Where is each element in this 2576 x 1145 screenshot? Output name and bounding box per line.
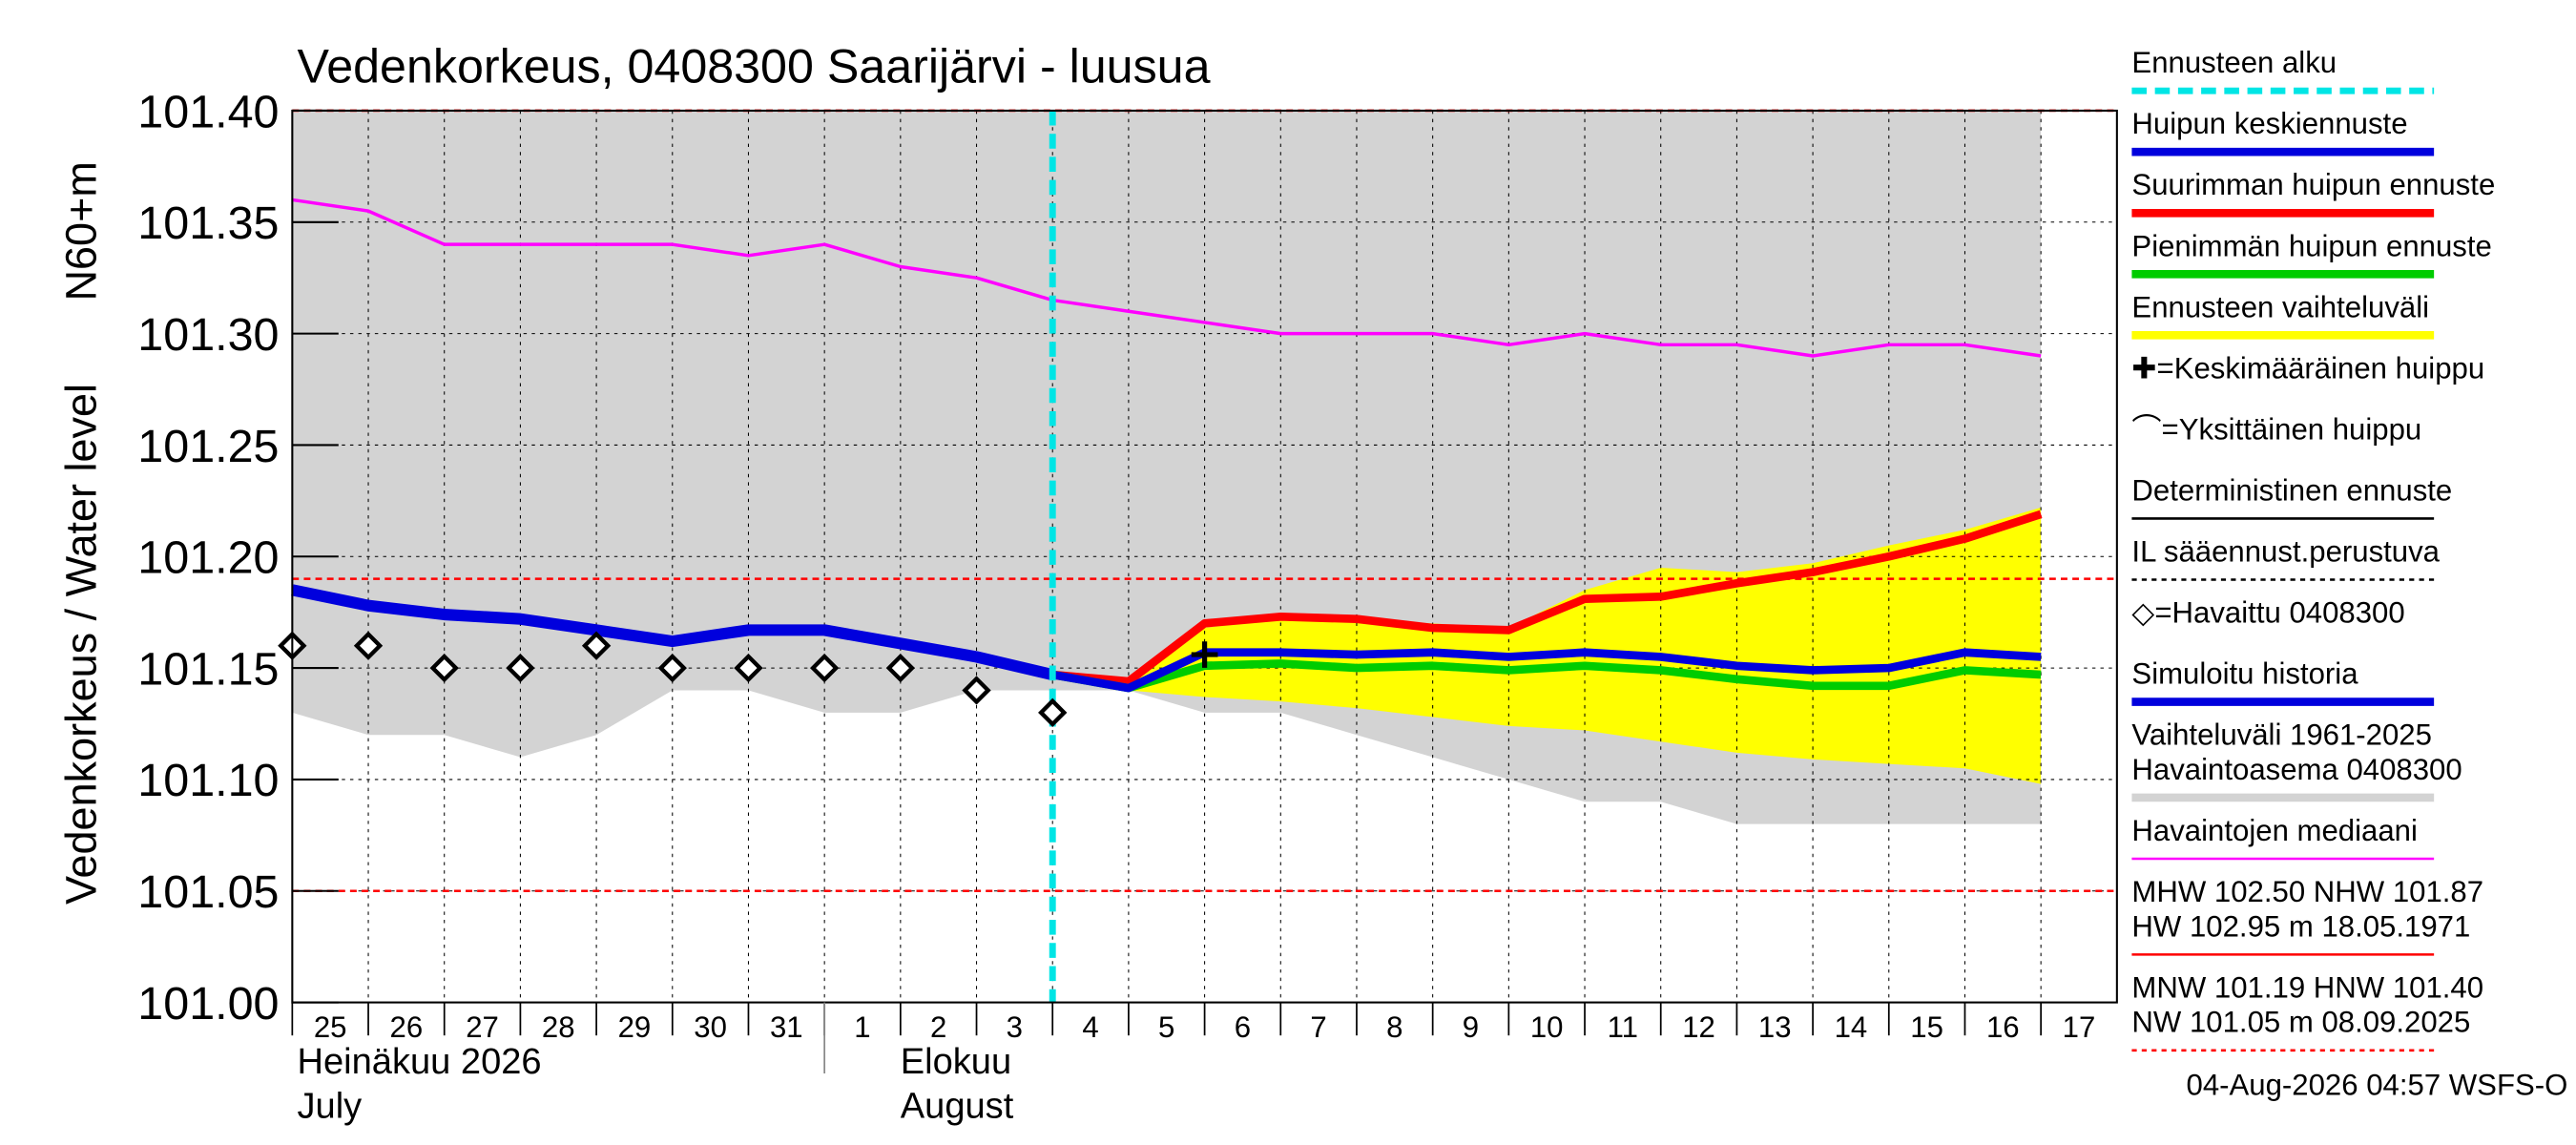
legend-label: Havaintojen mediaani — [2131, 814, 2418, 847]
observed-marker — [734, 653, 763, 683]
y-tick-label: 101.20 — [137, 532, 279, 584]
x-tick-label: 10 — [1530, 1010, 1564, 1044]
observed-marker — [962, 676, 991, 705]
x-tick-label: 11 — [1608, 1010, 1638, 1044]
series-line — [292, 198, 2042, 358]
y-tick-label: 101.00 — [137, 978, 279, 1030]
month-label: Heinäkuu 2026 — [298, 1042, 542, 1082]
y-tick-label: 101.25 — [137, 421, 279, 472]
x-tick-label: 16 — [1986, 1010, 2020, 1044]
x-tick-label: 15 — [1910, 1010, 1943, 1044]
y-axis-label: Vedenkorkeus / Water level — [56, 384, 105, 905]
x-tick-label: 7 — [1310, 1010, 1326, 1044]
y-axis-unit: N60+m — [56, 161, 105, 301]
x-tick-label: 29 — [618, 1010, 652, 1044]
y-tick-label: 101.40 — [137, 86, 279, 137]
month-label: August — [901, 1087, 1014, 1127]
legend-label: Deterministinen ennuste — [2131, 473, 2452, 507]
x-tick-label: 26 — [390, 1010, 424, 1044]
x-tick-label: 2 — [930, 1010, 946, 1044]
observed-marker — [809, 653, 840, 683]
legend-label: Ennusteen alku — [2131, 46, 2337, 79]
legend-label: Vaihteluväli 1961-2025 — [2131, 718, 2432, 752]
observed-marker — [581, 631, 612, 660]
chart-title: Vedenkorkeus, 0408300 Saarijärvi - luusu… — [298, 40, 1211, 94]
observed-marker — [353, 631, 384, 660]
x-tick-label: 14 — [1835, 1010, 1868, 1044]
legend-label: ✚=Keskimääräinen huippu — [2131, 351, 2484, 385]
x-tick-label: 9 — [1463, 1010, 1479, 1044]
y-tick-label: 101.10 — [137, 755, 279, 806]
y-tick-label: 101.35 — [137, 198, 279, 249]
x-tick-label: 8 — [1386, 1010, 1402, 1044]
observed-marker — [657, 653, 687, 683]
series-line — [1051, 510, 2043, 686]
legend-label: ◇=Havaittu 0408300 — [2131, 596, 2404, 630]
legend-label: MNW 101.19 HNW 101.40 — [2131, 970, 2483, 1004]
legend-label: Simuloitu historia — [2131, 657, 2358, 691]
y-tick-label: 101.05 — [137, 866, 279, 918]
footer: 04-Aug-2026 04:57 WSFS-O — [2187, 1069, 2568, 1102]
x-tick-label: 1 — [854, 1010, 870, 1044]
legend-label: NW 101.05 m 08.09.2025 — [2131, 1006, 2470, 1039]
x-tick-label: 6 — [1235, 1010, 1251, 1044]
mean-peak-marker — [1191, 641, 1218, 668]
observed-marker — [506, 653, 535, 683]
y-tick-label: 101.15 — [137, 643, 279, 695]
series-line — [1051, 659, 2042, 693]
x-tick-label: 5 — [1158, 1010, 1174, 1044]
x-tick-label: 31 — [770, 1010, 803, 1044]
y-tick-label: 101.30 — [137, 309, 279, 361]
x-tick-label: 25 — [314, 1010, 347, 1044]
legend-label: MHW 102.50 NHW 101.87 — [2131, 875, 2483, 908]
x-tick-label: 28 — [542, 1010, 575, 1044]
observed-marker — [429, 653, 459, 683]
month-label: Elokuu — [901, 1042, 1011, 1082]
legend-label: Havaintoasema 0408300 — [2131, 753, 2462, 786]
series-line — [291, 584, 1054, 681]
legend-label: Huipun keskiennuste — [2131, 107, 2407, 140]
x-tick-label: 12 — [1682, 1010, 1715, 1044]
x-tick-label: 3 — [1007, 1010, 1023, 1044]
legend-label: Ennusteen vaihteluväli — [2131, 290, 2429, 323]
x-tick-label: 27 — [466, 1010, 499, 1044]
month-label: July — [298, 1087, 363, 1127]
x-tick-label: 13 — [1758, 1010, 1792, 1044]
x-tick-label: 30 — [694, 1010, 727, 1044]
legend-label: ⌒=Yksittäinen huippu — [2131, 412, 2421, 446]
x-tick-label: 17 — [2063, 1010, 2096, 1044]
legend-label: Suurimman huipun ennuste — [2131, 168, 2495, 201]
legend-label: HW 102.95 m 18.05.1971 — [2131, 909, 2470, 943]
x-tick-label: 4 — [1082, 1010, 1098, 1044]
observed-marker — [885, 653, 916, 683]
legend-label: IL sääennust.perustuva — [2131, 534, 2440, 568]
observed-marker — [1038, 697, 1068, 728]
legend-label: Pienimmän huipun ennuste — [2131, 229, 2491, 262]
